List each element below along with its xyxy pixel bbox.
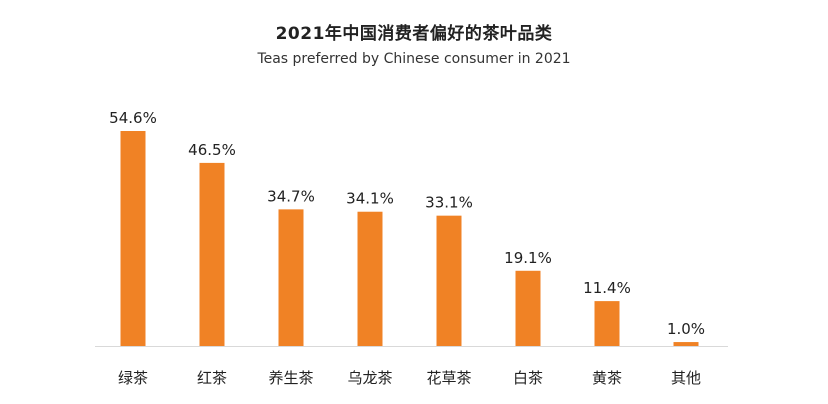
category-label: 养生茶: [268, 369, 313, 387]
data-label: 11.4%: [583, 279, 631, 297]
data-label: 34.7%: [267, 187, 315, 205]
data-label: 1.0%: [667, 320, 705, 338]
category-label: 花草茶: [426, 369, 471, 387]
data-label: 33.1%: [425, 194, 473, 212]
category-label: 白茶: [513, 369, 543, 387]
bar: [199, 162, 225, 346]
bar: [515, 270, 541, 346]
category-label: 黄茶: [592, 369, 622, 387]
category-label: 红茶: [197, 369, 227, 387]
bar: [594, 301, 620, 346]
category-label: 其他: [671, 369, 701, 387]
data-label: 54.6%: [109, 109, 157, 127]
bar: [278, 209, 304, 346]
category-label: 乌龙茶: [347, 369, 392, 387]
bar: [120, 131, 146, 346]
bar: [357, 211, 383, 346]
category-label: 绿茶: [118, 369, 148, 387]
data-label: 19.1%: [504, 249, 552, 267]
chart-title: 2021年中国消费者偏好的茶叶品类: [275, 24, 553, 44]
bar: [436, 215, 462, 346]
data-label: 46.5%: [188, 141, 236, 159]
bar: [673, 342, 699, 346]
chart-subtitle: Teas preferred by Chinese consumer in 20…: [257, 51, 571, 67]
data-label: 34.1%: [346, 190, 394, 208]
